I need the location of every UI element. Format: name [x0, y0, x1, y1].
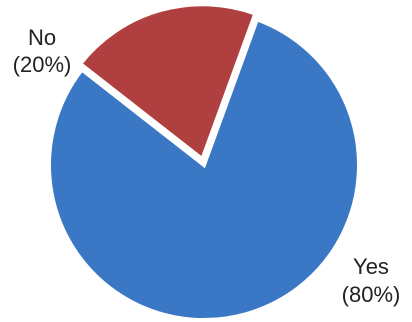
yes-slice-percent-label: (80%): [342, 282, 401, 307]
yes-slice-label: Yes: [353, 254, 389, 279]
pie-slices: [47, 2, 361, 322]
pie-slice-yes: [47, 16, 361, 322]
no-slice-percent-label: (20%): [13, 52, 72, 77]
no-slice-label: No: [28, 25, 56, 50]
pie-slice-no: [77, 2, 258, 163]
